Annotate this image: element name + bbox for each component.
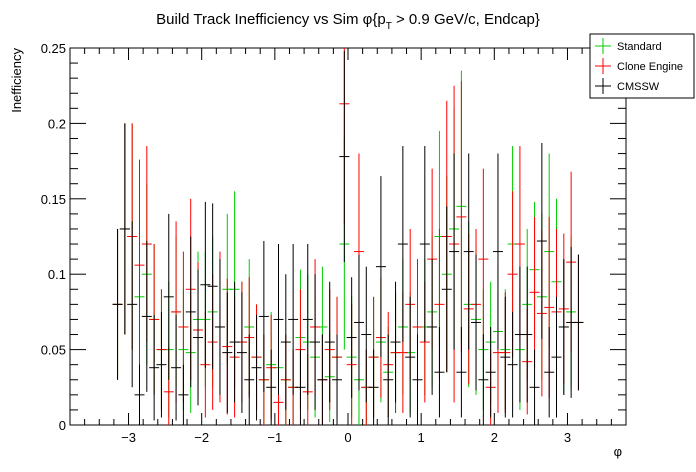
data-point [236,292,247,413]
data-point [222,292,233,413]
data-point [207,203,218,370]
data-point [441,206,452,373]
data-point [485,326,496,418]
data-point [405,296,416,418]
data-point [251,314,262,421]
data-point [529,216,540,368]
data-point [500,296,511,418]
data-point [522,266,533,403]
legend-label: CMSSW [617,81,660,93]
data-point [324,281,335,403]
x-tick-label: −3 [121,430,136,445]
data-point [288,244,299,395]
data-point [134,364,145,425]
data-point [310,274,321,410]
data-point [397,146,408,343]
data-point [427,259,438,395]
data-point [492,153,503,350]
data-point [171,314,182,421]
data-point [185,236,196,388]
y-tick-label: 0.25 [41,41,66,56]
data-point [214,259,225,395]
x-tick-label: 1 [418,430,425,445]
data-point [266,349,277,425]
data-point [244,334,255,425]
legend-label: Standard [617,41,662,53]
data-point [156,311,167,418]
data-point [163,213,174,380]
data-point [229,281,240,403]
data-point [119,123,130,335]
data-point [383,334,394,425]
y-tick-label: 0 [59,418,66,433]
data-point [134,159,145,371]
data-point [544,326,555,418]
data-point [478,168,489,350]
chart-title: Build Track Inefficiency vs Sim φ{pT > 0… [156,11,540,32]
data-point [302,244,313,395]
data-point [346,277,357,398]
data-point [434,326,445,418]
data-point [463,153,474,350]
data-point [149,314,160,421]
data-point [536,143,547,340]
data-point [456,81,467,353]
data-point [449,153,460,350]
data-point [339,51,350,263]
data-point [529,349,540,425]
x-tick-label: −2 [194,430,209,445]
data-point [471,254,482,391]
series-cmssw [112,51,584,425]
data-point [200,201,211,368]
data-point [573,254,584,391]
y-tick-label: 0.15 [41,192,66,207]
data-point [127,221,138,388]
y-tick-label: 0.1 [48,267,66,282]
data-point [558,259,569,395]
data-point [178,364,189,425]
data-point [280,274,291,410]
y-tick-label: 0.2 [48,116,66,131]
data-point [478,334,489,425]
data-point [412,334,423,425]
data-point [193,269,204,406]
legend-label: Clone Engine [617,61,683,73]
data-point [295,349,306,425]
y-axis-label: Inefficiency [9,48,24,113]
data-point [353,254,364,391]
x-axis-label: φ [614,444,622,459]
legend: Standard Clone Engine CMSSW [589,33,695,99]
data-point [456,326,467,418]
data-point [273,244,284,395]
data-point [419,146,430,343]
data-point [507,311,518,418]
data-point [258,241,269,392]
data-point [112,228,123,380]
data-point [390,281,401,403]
data-point [332,334,343,425]
data-point [375,176,386,358]
data-point [317,334,328,425]
data-point [368,349,379,425]
data-point [141,241,152,392]
x-tick-label: 0 [344,430,351,445]
y-tick-label: 0.05 [41,343,66,358]
x-tick-label: 3 [564,430,571,445]
data-point [551,296,562,418]
x-tick-label: −1 [267,430,282,445]
x-tick-label: 2 [491,430,498,445]
data-point [361,266,372,403]
